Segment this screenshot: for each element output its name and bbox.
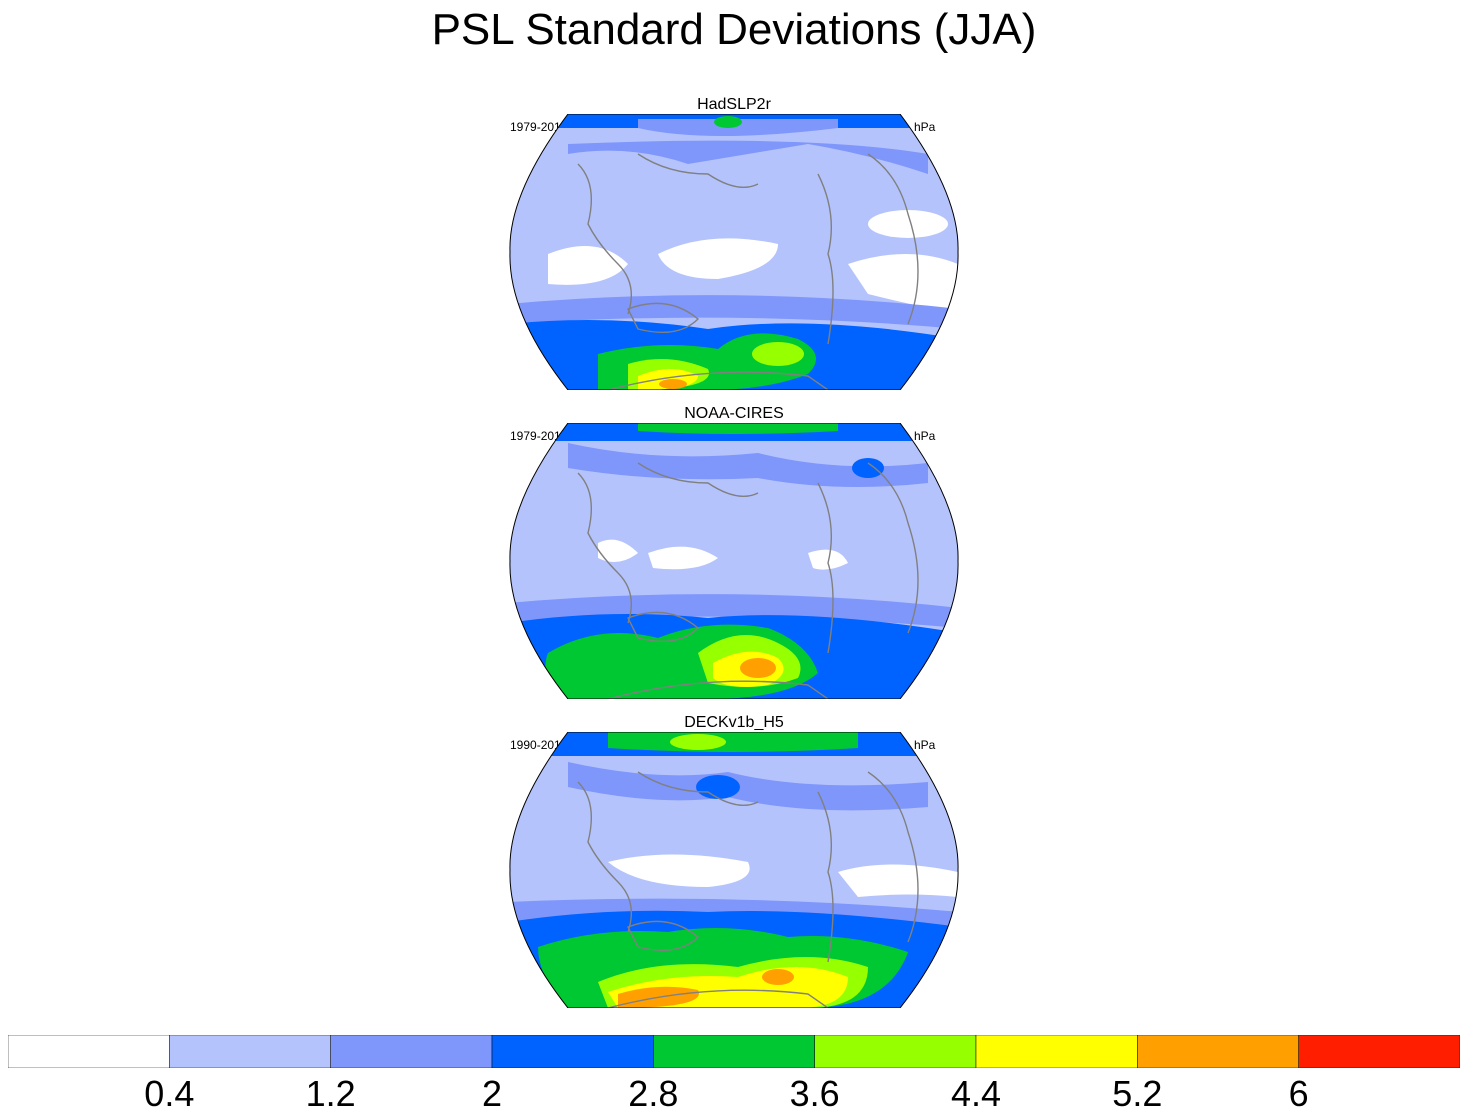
coastline — [627, 302, 700, 334]
map-border — [509, 423, 959, 699]
coastline — [577, 781, 632, 933]
colorbar-tick-label: 0.4 — [144, 1073, 195, 1114]
colorbar-tick-label: 4.4 — [950, 1073, 1002, 1114]
field-region — [714, 116, 742, 128]
coastline — [817, 791, 834, 963]
coastline — [867, 153, 919, 325]
map-panel-deckv1b-h5: DECKv1b_H5 1990-2014 hPa — [500, 714, 968, 1014]
field-region — [762, 969, 794, 985]
field-region — [509, 295, 959, 329]
panel-title: HadSLP2r — [697, 96, 771, 113]
field-region — [648, 546, 718, 570]
coastlines — [577, 153, 919, 390]
field-region — [568, 443, 928, 487]
colorbar-swatch — [330, 1035, 493, 1068]
panel-units: hPa — [914, 120, 936, 134]
coastline — [607, 371, 829, 390]
coastline — [867, 462, 919, 634]
colorbar-swatch — [975, 1035, 1138, 1068]
coastline — [627, 611, 700, 643]
coastline — [637, 462, 759, 497]
colorbar-tick-label: 2 — [481, 1073, 503, 1114]
field-region — [658, 238, 778, 279]
field-region — [659, 379, 687, 389]
field-region — [852, 458, 884, 478]
coastline — [577, 163, 632, 315]
field-region — [598, 539, 638, 562]
coastlines — [577, 771, 919, 1008]
colorbar-tick-label: 6 — [1288, 1073, 1309, 1114]
colorbar-tick-label: 3.6 — [789, 1073, 840, 1114]
field-region — [838, 864, 958, 897]
colorbar-swatch — [169, 1035, 331, 1068]
field-region — [868, 210, 948, 238]
coastline — [577, 472, 632, 624]
coastline — [867, 771, 919, 943]
field-region — [740, 658, 776, 678]
panel-units: hPa — [914, 738, 936, 752]
field-region — [752, 342, 804, 366]
coastline — [607, 989, 829, 1008]
field-region — [848, 254, 958, 314]
colorbar-swatch — [491, 1035, 654, 1068]
map-border — [509, 114, 959, 390]
panel-period: 1990-2014 — [510, 738, 568, 752]
map-panel-hadslp2r: HadSLP2r 1979-2012 hPa — [500, 96, 968, 396]
coastline — [607, 680, 829, 699]
figure-title: PSL Standard Deviations (JJA) — [431, 5, 1037, 54]
colorbar-tick-label: 2.8 — [628, 1073, 679, 1114]
field-region — [548, 246, 628, 285]
field-region — [568, 762, 928, 811]
colorbar-tick-label: 5.2 — [1112, 1073, 1163, 1114]
panel-units: hPa — [914, 429, 936, 443]
coastline — [637, 153, 759, 188]
panel-period: 1979-2012 — [510, 120, 568, 134]
coastline — [817, 173, 834, 345]
panel-title: DECKv1b_H5 — [684, 714, 784, 731]
panel-title: NOAA-CIRES — [684, 405, 784, 422]
field-region — [696, 775, 740, 799]
field-region — [608, 732, 858, 752]
field-region — [638, 119, 838, 136]
field-region — [568, 140, 928, 174]
field-region — [638, 423, 838, 434]
colorbar-swatch — [1137, 1035, 1299, 1068]
colorbar — [8, 1035, 1460, 1068]
coastlines — [577, 462, 919, 699]
field-region — [670, 734, 726, 750]
coastline — [637, 771, 759, 806]
coastline — [627, 920, 700, 952]
colorbar-swatch — [8, 1035, 170, 1068]
world-map — [509, 732, 959, 1008]
world-map — [509, 423, 959, 699]
map-border — [509, 732, 959, 1008]
field-region — [608, 854, 750, 887]
world-map — [509, 114, 959, 390]
panel-period: 1979-2012 — [510, 429, 568, 443]
map-panel-noaa-cires: NOAA-CIRES 1979-2012 hPa — [500, 405, 968, 705]
colorbar-swatch — [1298, 1035, 1460, 1068]
colorbar-tick-label: 1.2 — [305, 1073, 356, 1114]
field-region — [808, 549, 848, 570]
colorbar-swatch — [653, 1035, 815, 1068]
colorbar-swatch — [814, 1035, 977, 1068]
coastline — [817, 482, 834, 654]
